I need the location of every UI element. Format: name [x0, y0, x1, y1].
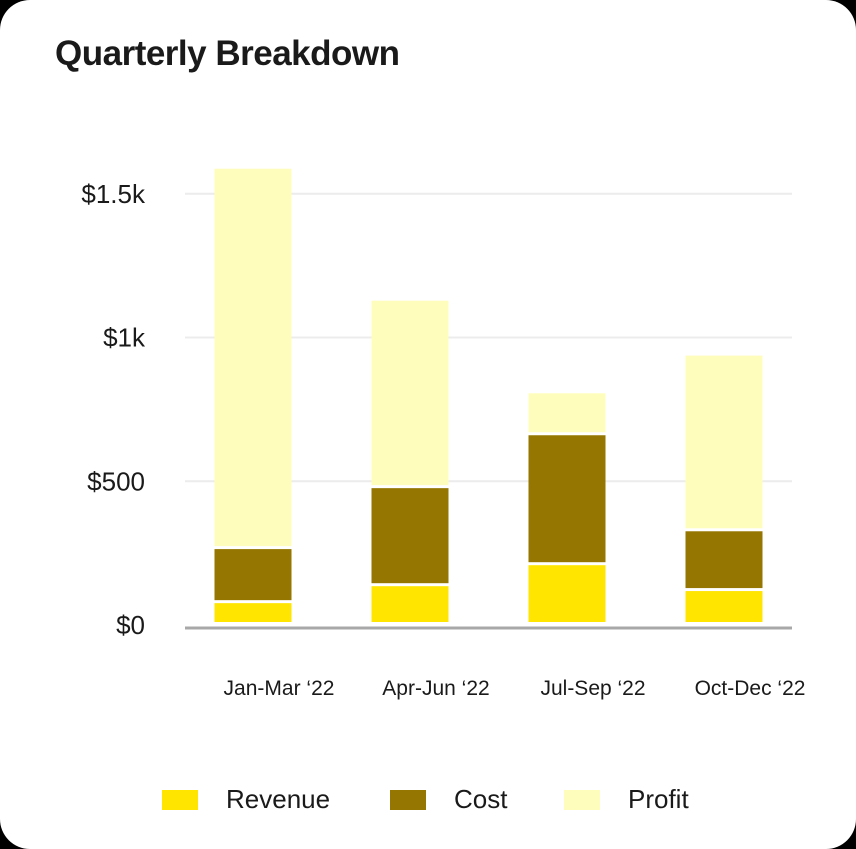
bar-cost	[214, 549, 292, 601]
legend-swatch	[564, 789, 600, 810]
x-tick-label: Jan-Mar ‘22	[224, 677, 335, 700]
legend-item-cost: Cost	[390, 784, 507, 815]
bar-revenue	[685, 591, 763, 622]
bar-profit	[371, 300, 449, 486]
bar-profit	[214, 168, 292, 547]
legend-swatch	[162, 789, 198, 810]
bar-cost	[685, 531, 763, 589]
bar-profit	[528, 393, 606, 433]
x-tick-label: Jul-Sep ‘22	[540, 677, 645, 700]
legend-label: Revenue	[226, 784, 331, 814]
legend-item-profit: Profit	[564, 784, 689, 815]
bar-revenue	[528, 565, 606, 622]
y-tick-label: $1k	[103, 323, 146, 353]
chart-title: Quarterly Breakdown	[55, 34, 400, 73]
y-tick-label: $1.5k	[81, 179, 146, 209]
legend-item-revenue: Revenue	[162, 784, 330, 815]
legend-swatch	[390, 789, 426, 810]
legend-label: Profit	[628, 784, 689, 814]
x-tick-label: Apr-Jun ‘22	[382, 677, 489, 700]
bar-revenue	[371, 586, 449, 622]
x-tick-label: Oct-Dec ‘22	[695, 677, 806, 700]
bar-profit	[685, 355, 763, 529]
y-tick-label: $0	[116, 610, 145, 640]
y-tick-label: $500	[87, 466, 145, 496]
legend-label: Cost	[454, 784, 508, 814]
bar-cost	[528, 435, 606, 563]
bar-cost	[371, 488, 449, 584]
bar-revenue	[214, 603, 292, 622]
